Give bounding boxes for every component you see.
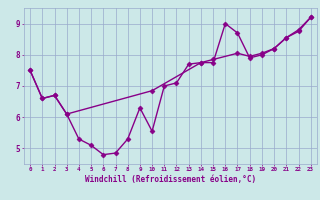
X-axis label: Windchill (Refroidissement éolien,°C): Windchill (Refroidissement éolien,°C) <box>85 175 256 184</box>
